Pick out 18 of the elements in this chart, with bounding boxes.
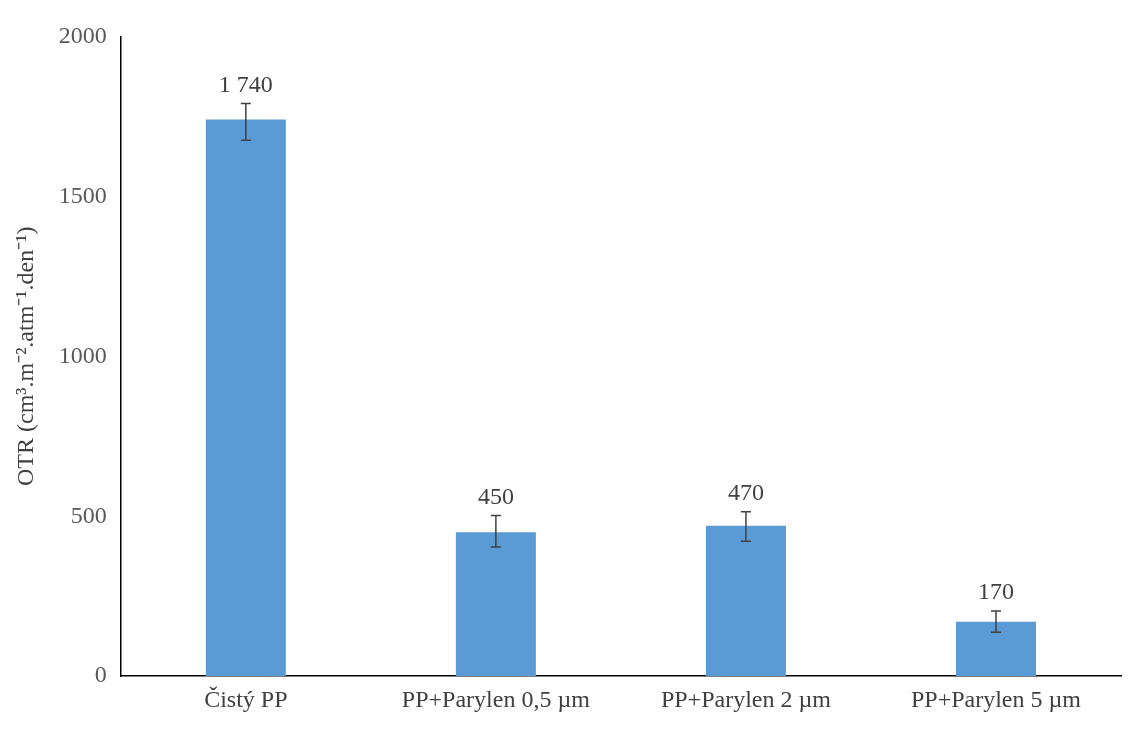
data-label: 470 bbox=[727, 479, 764, 506]
y-tick-label: 2000 bbox=[58, 21, 107, 48]
bar bbox=[955, 621, 1036, 677]
y-tick-label: 1000 bbox=[58, 341, 107, 368]
data-label: 1 740 bbox=[218, 70, 273, 97]
bar bbox=[455, 532, 536, 677]
x-tick-label: PP+Parylen 0,5 µm bbox=[401, 685, 591, 712]
bar bbox=[705, 525, 786, 677]
y-axis-title: OTR (cm³.m⁻².atm⁻¹.den⁻¹) bbox=[11, 226, 38, 486]
y-tick-label: 0 bbox=[94, 661, 107, 688]
y-tick-label: 500 bbox=[70, 501, 107, 528]
y-tick-label: 1500 bbox=[58, 181, 107, 208]
x-tick-label: Čistý PP bbox=[204, 685, 288, 712]
bar bbox=[205, 119, 286, 677]
x-tick-label: PP+Parylen 2 µm bbox=[660, 685, 832, 712]
data-label: 170 bbox=[977, 578, 1014, 605]
x-tick-label: PP+Parylen 5 µm bbox=[910, 685, 1082, 712]
data-label: 450 bbox=[477, 482, 514, 509]
